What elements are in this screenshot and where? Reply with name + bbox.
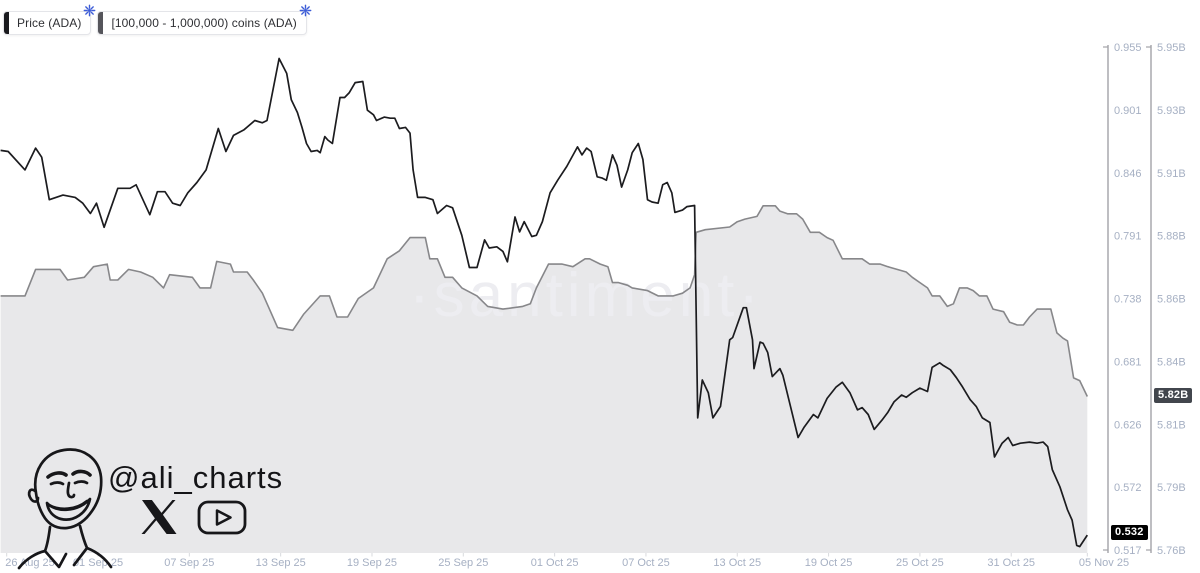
x-axis-date-label: 31 Oct 25 (987, 557, 1035, 569)
x-axis-date-label: 13 Sep 25 (256, 557, 306, 569)
legend-button-supply[interactable]: [100,000 - 1,000,000) coins (ADA) (97, 4, 312, 35)
legend-label-supply: [100,000 - 1,000,000) coins (ADA) (111, 16, 297, 30)
supply-axis-label: 5.91B (1157, 168, 1186, 180)
supply-axis-label: 5.95B (1157, 42, 1186, 54)
price-axis-label: 0.738 (1114, 294, 1142, 306)
supply-axis-label: 5.76B (1157, 545, 1186, 557)
price-axis-label: 0.572 (1114, 482, 1142, 494)
youtube-logo-icon (197, 500, 247, 535)
price-axis-label: 0.846 (1114, 168, 1142, 180)
attribution: @ali_charts (17, 448, 283, 570)
axes: 0.955 0.901 0.846 0.791 0.738 0.681 0.626 0.572… (1103, 42, 1186, 557)
supply-axis-label: 5.84B (1157, 356, 1186, 368)
supply-axis-label: 5.81B (1157, 419, 1186, 431)
x-axis-date-label: 19 Sep 25 (347, 557, 397, 569)
price-current-value-badge: 0.532 (1111, 524, 1148, 540)
price-axis-label: 0.681 (1114, 356, 1142, 368)
x-axis-date-label: 01 Oct 25 (531, 557, 579, 569)
price-axis-label: 0.791 (1114, 231, 1142, 243)
supply-axis-label: 5.88B (1157, 231, 1186, 243)
price-line (0, 57, 1089, 548)
santiment-watermark: ·santiment· (409, 261, 763, 330)
x-axis-date-label: 05 Nov 25 (1079, 557, 1129, 569)
supply-line (0, 205, 1089, 397)
x-axis-date-label: 19 Oct 25 (805, 557, 853, 569)
legend-label-price: Price (ADA) (17, 16, 82, 30)
x-axis-labels: 26 Aug 25 01 Sep 25 07 Sep 25 13 Sep 25 19 S… (5, 553, 1129, 569)
supply-current-value-badge: 5.82B (1154, 388, 1193, 404)
x-axis-date-label: 13 Oct 25 (713, 557, 761, 569)
x-axis-date-label: 07 Sep 25 (164, 557, 214, 569)
x-logo-icon (141, 500, 177, 534)
price-axis-label: 0.517 (1114, 545, 1142, 557)
supply-series-color-bar (98, 12, 104, 34)
supply-area-fill (0, 205, 1088, 554)
cardano-asterisk-icon (84, 4, 96, 17)
price-axis-label: 0.901 (1114, 105, 1142, 117)
price-axis-label: 0.955 (1114, 42, 1142, 54)
x-axis-date-label: 25 Oct 25 (896, 557, 944, 569)
supply-axis-label: 5.93B (1157, 105, 1186, 117)
x-axis-date-label: 25 Sep 25 (438, 557, 488, 569)
ali-avatar-drawing (17, 448, 113, 570)
price-axis-label: 0.626 (1114, 419, 1142, 431)
legend-button-price[interactable]: Price (ADA) (3, 4, 96, 35)
chart-legend: Price (ADA) [100,000 - 1,000,000) coins … (3, 4, 312, 35)
price-series-color-bar (4, 12, 9, 34)
supply-axis-label: 5.79B (1157, 482, 1186, 494)
supply-axis-label: 5.86B (1157, 294, 1186, 306)
x-axis-date-label: 01 Sep 25 (73, 557, 123, 569)
x-axis-date-label: 07 Oct 25 (622, 557, 670, 569)
x-axis-date-label: 26 Aug 25 (5, 557, 55, 569)
ali-charts-handle: @ali_charts (108, 460, 283, 495)
cardano-asterisk-icon (299, 4, 312, 17)
